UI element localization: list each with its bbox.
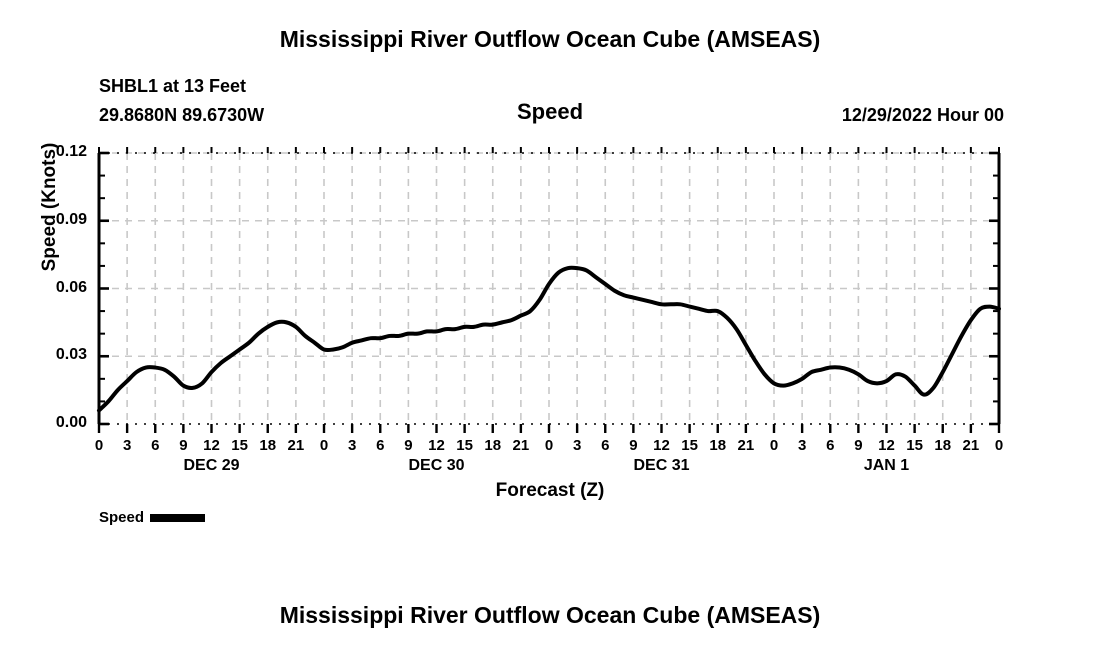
x-axis-tick-96: 0 [994, 437, 1004, 454]
y-axis-tick-0.00: 0.00 [55, 414, 87, 431]
legend-label-speed: Speed [99, 509, 145, 526]
axis-spines [97, 152, 1001, 425]
x-axis-tick-78: 6 [826, 437, 835, 454]
model-run-time-label: 12/29/2022 Hour 00 [841, 105, 1004, 125]
x-axis-tick-48: 0 [544, 437, 554, 454]
grid-lines [99, 152, 999, 424]
x-axis-tick-6: 6 [151, 437, 160, 454]
x-axis-tick-66: 18 [709, 437, 727, 454]
axis-ticks [97, 147, 1001, 433]
x-axis-tick-42: 18 [484, 437, 502, 454]
x-axis-tick-21: 21 [287, 437, 305, 454]
station-coordinates-label: 29.8680N 89.6730W [99, 105, 265, 125]
x-axis-tick-93: 21 [962, 437, 980, 454]
x-axis-tick-3: 3 [122, 437, 132, 454]
x-axis-tick-51: 3 [572, 437, 582, 454]
x-axis-tick-87: 15 [906, 437, 923, 454]
x-axis-tick-36: 12 [428, 437, 445, 454]
chart-title-top: Mississippi River Outflow Ocean Cube (AM… [279, 26, 821, 52]
x-axis-tick-72: 0 [769, 437, 779, 454]
x-axis-label: Forecast (Z) [495, 480, 605, 501]
chart-legend: Speed [99, 509, 206, 526]
x-axis-tick-90: 18 [934, 437, 952, 454]
x-axis-tick-9: 9 [179, 437, 188, 454]
y-axis-tick-0.06: 0.06 [55, 278, 87, 296]
x-axis-tick-63: 15 [681, 437, 698, 454]
y-axis-tick-0.03: 0.03 [55, 346, 87, 364]
chart-variable-label: Speed [516, 99, 584, 124]
x-axis-tick-12: 12 [203, 437, 220, 454]
x-axis-tick-81: 9 [854, 437, 863, 454]
x-axis-tick-54: 6 [601, 437, 610, 454]
x-axis-tick-33: 9 [404, 437, 413, 454]
series-line-speed [97, 265, 1001, 413]
legend-swatch-speed [150, 513, 206, 522]
x-axis-tick-0: 0 [94, 437, 104, 454]
x-axis-tick-57: 9 [629, 437, 638, 454]
x-axis-tick-60: 12 [653, 437, 670, 454]
x-axis-tick-39: 15 [456, 437, 473, 454]
y-axis-tick-0.12: 0.12 [55, 143, 87, 160]
x-axis-tick-30: 6 [376, 437, 385, 454]
x-axis-tick-45: 21 [512, 437, 530, 454]
x-axis-tick-75: 3 [797, 437, 807, 454]
day-label-jan-1: JAN 1 [863, 457, 910, 474]
x-axis-tick-24: 0 [319, 437, 329, 454]
day-label-dec-31: DEC 31 [633, 457, 690, 474]
chart-title-bottom: Mississippi River Outflow Ocean Cube (AM… [279, 602, 821, 628]
day-label-dec-29: DEC 29 [183, 457, 240, 474]
station-name-label: SHBL1 at 13 Feet [99, 76, 247, 96]
day-label-dec-30: DEC 30 [408, 457, 465, 474]
x-axis-tick-18: 18 [259, 437, 277, 454]
x-axis-tick-84: 12 [878, 437, 895, 454]
y-axis-tick-0.09: 0.09 [55, 210, 87, 228]
x-axis-tick-69: 21 [737, 437, 755, 454]
x-axis-tick-15: 15 [231, 437, 248, 454]
x-axis-tick-27: 3 [347, 437, 357, 454]
